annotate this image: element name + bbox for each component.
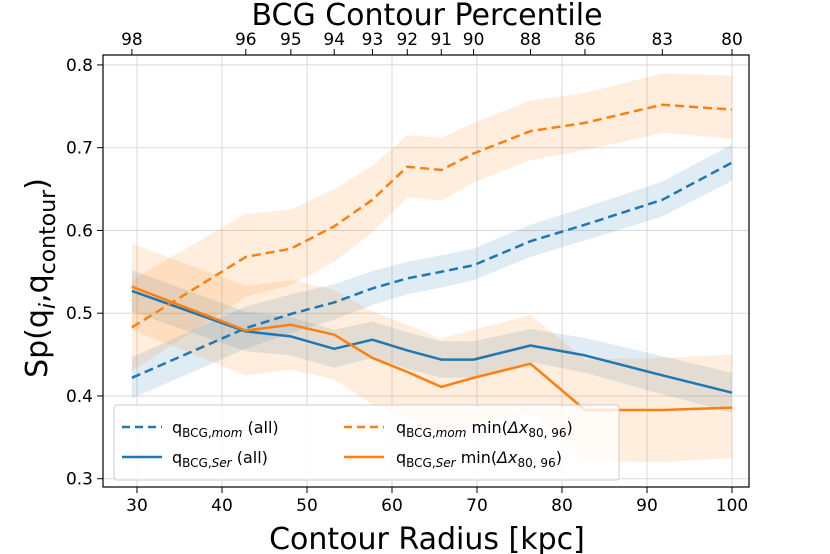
y-tick-label: 0.7: [66, 139, 93, 159]
series-band: [131, 270, 732, 413]
top-tick-label: 83: [651, 30, 673, 50]
x-tick-label: 80: [551, 496, 573, 516]
series-line: [131, 161, 733, 379]
top-tick-label: 96: [235, 30, 257, 50]
x-tick-label: 60: [381, 496, 403, 516]
axes: 30 40 50 60 70 80 90 100 0.3 0.4 0.5 0.6 0.7 0.8 98 96 9…: [66, 30, 750, 516]
y-tick-label: 0.6: [66, 221, 93, 241]
series-line: [131, 103, 733, 329]
y-axis-title: Sp(qi,qcontour): [20, 178, 61, 378]
top-tick-label: 80: [721, 30, 743, 50]
top-tick-label: 88: [520, 30, 542, 50]
top-tick-label: 90: [463, 30, 485, 50]
y-tick-label: 0.3: [66, 470, 93, 490]
top-tick-label: 98: [121, 30, 143, 50]
x-tick-label: 100: [716, 496, 748, 516]
x-tick-label: 50: [296, 496, 318, 516]
top-tick-label: 95: [280, 30, 302, 50]
top-axis-title: BCG Contour Percentile: [251, 0, 602, 33]
x-tick-label: 30: [126, 496, 148, 516]
top-tick-label: 92: [396, 30, 418, 50]
legend-frame: [113, 404, 620, 481]
y-tick-label: 0.4: [66, 387, 93, 407]
x-axis-title: Contour Radius [kpc]: [269, 522, 585, 554]
top-tick-label: 86: [574, 30, 596, 50]
x-tick-label: 70: [466, 496, 488, 516]
top-tick-label: 93: [362, 30, 384, 50]
x-tick-label: 90: [636, 496, 658, 516]
legend: qBCG,mom (all) qBCG,Ser (all) qBCG,mom m…: [113, 404, 620, 481]
x-tick-label: 40: [211, 496, 233, 516]
top-tick-label: 91: [430, 30, 452, 50]
series-line: [131, 289, 733, 394]
series-band: [131, 73, 732, 372]
y-tick-label: 0.8: [66, 56, 93, 76]
y-tick-label: 0.5: [66, 304, 93, 324]
plot-frame: [102, 54, 750, 488]
top-tick-label: 94: [323, 30, 345, 50]
